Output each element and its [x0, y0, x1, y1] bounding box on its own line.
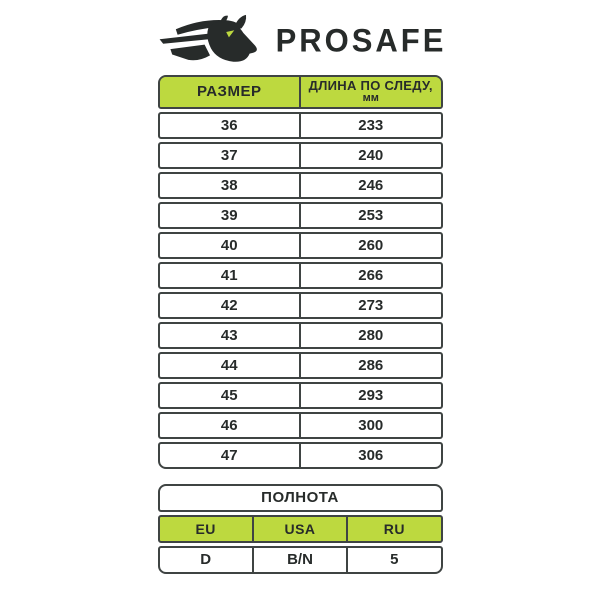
size-table-row: 39 253	[157, 202, 443, 229]
length-value-cell: 273	[299, 294, 441, 317]
size-table-body: 36 233 37 240 38 246 39 253	[157, 112, 443, 469]
size-table-row: 42 273	[157, 292, 443, 319]
length-value-cell: 260	[299, 234, 441, 257]
rhino-icon	[159, 14, 257, 62]
fullness-title-row: ПОЛНОТА	[157, 484, 443, 512]
fullness-header-usa: USA	[251, 517, 346, 541]
fullness-header-ru: RU	[346, 517, 440, 541]
rhino-eye	[225, 30, 234, 38]
length-header-line1: ДЛИНА ПО СЛЕДУ,	[308, 78, 433, 94]
fullness-header-row: EU USA RU	[157, 515, 443, 543]
size-table-row: 45 293	[157, 382, 443, 409]
length-header-line2: мм	[362, 92, 379, 105]
size-value-cell: 43	[220, 326, 238, 344]
size-value-cell: 46	[220, 416, 238, 434]
size-table-row: 43 280	[157, 322, 443, 349]
length-value-cell: 306	[299, 444, 441, 467]
length-value-cell: 233	[299, 114, 441, 137]
size-table-row: 47 306	[157, 442, 443, 469]
brand-header: PROSAFE	[145, 13, 455, 69]
size-table: РАЗМЕР ДЛИНА ПО СЛЕДУ, мм 36 233 37 240	[157, 75, 443, 469]
size-table-row: 46 300	[157, 412, 443, 439]
length-value-cell: 300	[299, 414, 441, 437]
size-value-cell: 42	[220, 296, 238, 314]
fullness-header-eu: EU	[195, 520, 216, 537]
size-value-cell: 44	[220, 356, 238, 374]
size-value-cell: 38	[220, 176, 238, 194]
fullness-title: ПОЛНОТА	[261, 489, 339, 507]
size-table-row: 38 246	[157, 172, 443, 199]
length-value-cell: 246	[299, 174, 441, 197]
size-value-cell: 45	[220, 386, 238, 404]
length-value-cell: 240	[299, 144, 441, 167]
size-value-cell: 36	[220, 116, 238, 134]
size-table-header-row: РАЗМЕР ДЛИНА ПО СЛЕДУ, мм	[157, 75, 443, 109]
fullness-value-eu: D	[200, 551, 212, 569]
length-value-cell: 266	[299, 264, 441, 287]
fullness-table: ПОЛНОТА EU USA RU D B/N 5	[157, 484, 443, 574]
fullness-value-ru: 5	[346, 548, 440, 572]
length-column-header: ДЛИНА ПО СЛЕДУ, мм	[299, 77, 441, 107]
size-table-row: 40 260	[157, 232, 443, 259]
size-value-cell: 39	[220, 206, 238, 224]
size-value-cell: 37	[220, 146, 238, 164]
brand-name: PROSAFE	[275, 22, 447, 59]
fullness-value-usa: B/N	[251, 548, 346, 572]
size-value-cell: 47	[220, 446, 238, 464]
size-table-row: 44 286	[157, 352, 443, 379]
length-value-cell: 253	[299, 204, 441, 227]
size-table-row: 36 233	[157, 112, 443, 139]
size-column-header: РАЗМЕР	[159, 77, 299, 107]
size-table-row: 37 240	[157, 142, 443, 169]
size-value-cell: 40	[220, 236, 238, 254]
size-value-cell: 41	[220, 266, 238, 284]
length-value-cell: 280	[299, 324, 441, 347]
length-value-cell: 293	[299, 384, 441, 407]
fullness-value-row: D B/N 5	[157, 546, 443, 574]
length-value-cell: 286	[299, 354, 441, 377]
size-table-row: 41 266	[157, 262, 443, 289]
